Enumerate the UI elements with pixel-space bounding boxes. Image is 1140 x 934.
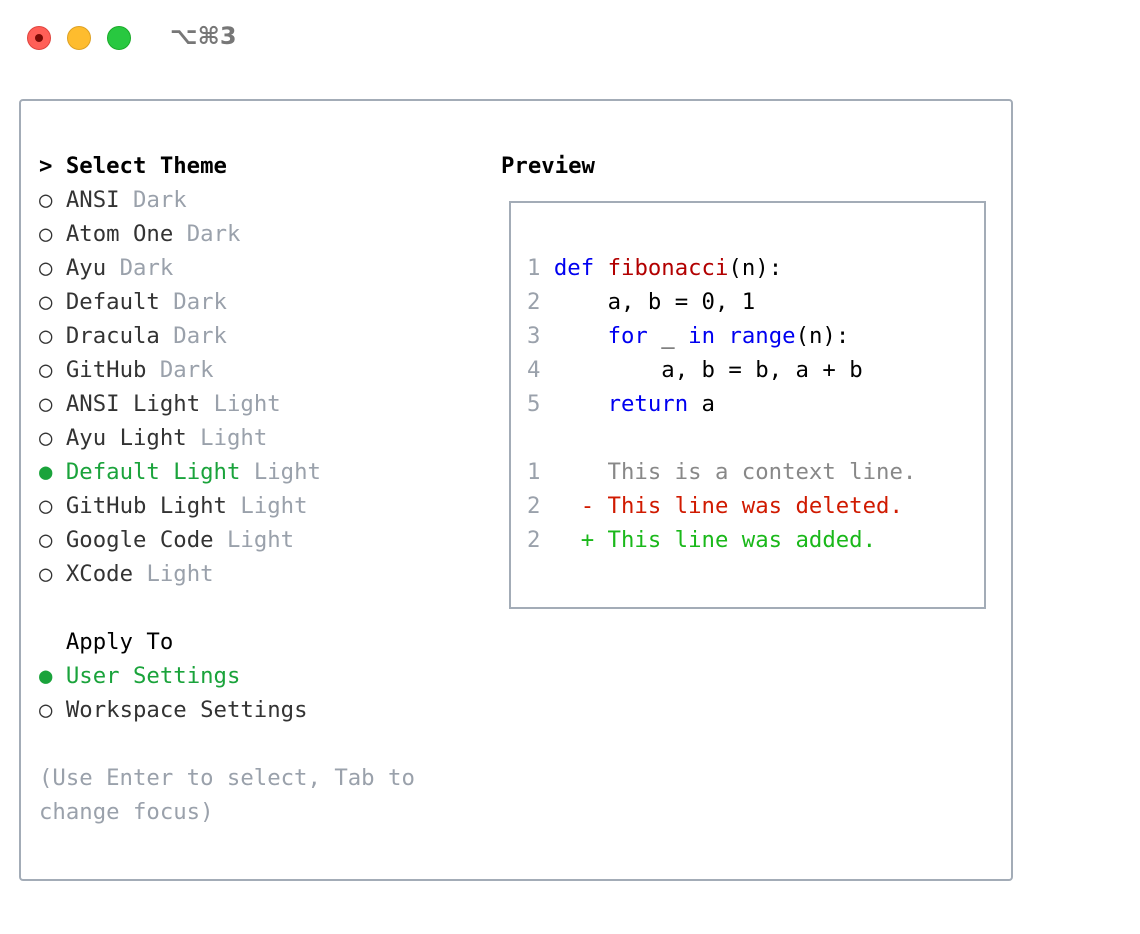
help-text: (Use Enter to select, Tab to change focu… xyxy=(39,765,415,825)
option-label: XCode xyxy=(65,561,133,587)
theme-kind: Dark xyxy=(173,323,227,349)
theme-kind: Dark xyxy=(173,289,227,315)
code-text: a, b = 0, 1 xyxy=(553,289,756,315)
option-label: GitHub Light xyxy=(65,493,227,519)
radio-unselected-icon: ○ xyxy=(39,187,53,213)
theme-option[interactable]: ○ GitHub Light Light xyxy=(39,489,321,523)
radio-unselected-icon: ○ xyxy=(39,493,53,519)
preview-box xyxy=(509,201,986,609)
line-number: 3 xyxy=(527,323,541,349)
radio-unselected-icon: ○ xyxy=(39,255,53,281)
select-theme-header: > Select Theme xyxy=(39,153,227,179)
minimize-button[interactable] xyxy=(67,26,91,50)
radio-unselected-icon: ○ xyxy=(39,561,53,587)
radio-unselected-icon: ○ xyxy=(39,323,53,349)
theme-option[interactable]: ○ ANSI Dark xyxy=(39,183,321,217)
apply-to-header: Apply To xyxy=(39,629,174,655)
code-preview: 1 def fibonacci(n): 2 a, b = 0, 1 3 for … xyxy=(527,255,917,553)
theme-option[interactable]: ○ Ayu Light Light xyxy=(39,421,321,455)
diff-context-line: This is a context line. xyxy=(540,459,917,485)
radio-unselected-icon: ○ xyxy=(39,221,53,247)
theme-kind: Dark xyxy=(119,255,174,281)
preview-header: Preview xyxy=(501,153,595,179)
line-number: 2 xyxy=(527,289,541,315)
option-label: GitHub xyxy=(65,357,147,383)
theme-option[interactable]: ○ Atom One Dark xyxy=(39,217,321,251)
radio-unselected-icon: ○ xyxy=(39,697,53,723)
theme-kind: Light xyxy=(213,391,281,417)
line-number: 1 xyxy=(527,255,541,281)
theme-kind: Dark xyxy=(133,187,187,213)
close-button[interactable] xyxy=(27,26,51,50)
theme-kind: Light xyxy=(226,527,295,553)
theme-option[interactable]: ○ Google Code Light xyxy=(39,523,321,557)
option-label: Atom One xyxy=(65,221,174,247)
keyword: def xyxy=(553,255,595,281)
radio-unselected-icon: ○ xyxy=(39,527,53,553)
option-label: Default Light xyxy=(65,459,241,485)
theme-dialog xyxy=(19,99,1013,881)
theme-option[interactable]: ○ Dracula Dark xyxy=(39,319,321,353)
theme-option[interactable]: ○ GitHub Dark xyxy=(39,353,321,387)
radio-selected-icon: ● xyxy=(39,459,53,485)
apply-to-option[interactable]: ● User Settings xyxy=(39,659,321,693)
option-label: Ayu xyxy=(65,255,107,281)
diff-added-line: + This line was added. xyxy=(540,527,877,553)
line-number: 1 xyxy=(527,459,541,485)
theme-kind: Dark xyxy=(159,357,214,383)
theme-option[interactable]: ● Default Light Light xyxy=(39,455,321,489)
diff-deleted-line: - This line was deleted. xyxy=(540,493,903,519)
theme-option[interactable]: ○ Ayu Dark xyxy=(39,251,321,285)
line-number: 2 xyxy=(527,527,541,553)
theme-option[interactable]: ○ ANSI Light Light xyxy=(39,387,321,421)
theme-list: > Select Theme ○ ANSI Dark ○ Atom One Dar… xyxy=(39,149,321,727)
maximize-button[interactable] xyxy=(107,26,131,50)
option-label: ANSI Light xyxy=(65,391,201,417)
option-label: Default xyxy=(65,289,160,315)
radio-unselected-icon: ○ xyxy=(39,357,53,383)
option-label: Workspace Settings xyxy=(65,697,308,723)
line-number: 2 xyxy=(527,493,541,519)
radio-selected-icon: ● xyxy=(39,663,53,689)
apply-to-option[interactable]: ○ Workspace Settings xyxy=(39,693,321,727)
theme-kind: Light xyxy=(146,561,214,587)
code-text: a, b = b, a + b xyxy=(553,357,863,383)
window-title: ⌥⌘3 xyxy=(170,22,237,50)
function-name: fibonacci xyxy=(607,255,729,281)
option-label: Ayu Light xyxy=(65,425,187,451)
line-number: 5 xyxy=(527,391,541,417)
radio-unselected-icon: ○ xyxy=(39,425,53,451)
option-label: User Settings xyxy=(65,663,241,689)
theme-option[interactable]: ○ XCode Light xyxy=(39,557,321,591)
option-label: Google Code xyxy=(65,527,214,553)
theme-kind: Light xyxy=(240,493,308,519)
radio-unselected-icon: ○ xyxy=(39,391,53,417)
line-number: 4 xyxy=(527,357,541,383)
theme-kind: Dark xyxy=(186,221,241,247)
theme-kind: Light xyxy=(253,459,321,485)
theme-option[interactable]: ○ Default Dark xyxy=(39,285,321,319)
option-label: ANSI xyxy=(65,187,120,213)
theme-kind: Light xyxy=(200,425,268,451)
radio-unselected-icon: ○ xyxy=(39,289,53,315)
option-label: Dracula xyxy=(65,323,160,349)
